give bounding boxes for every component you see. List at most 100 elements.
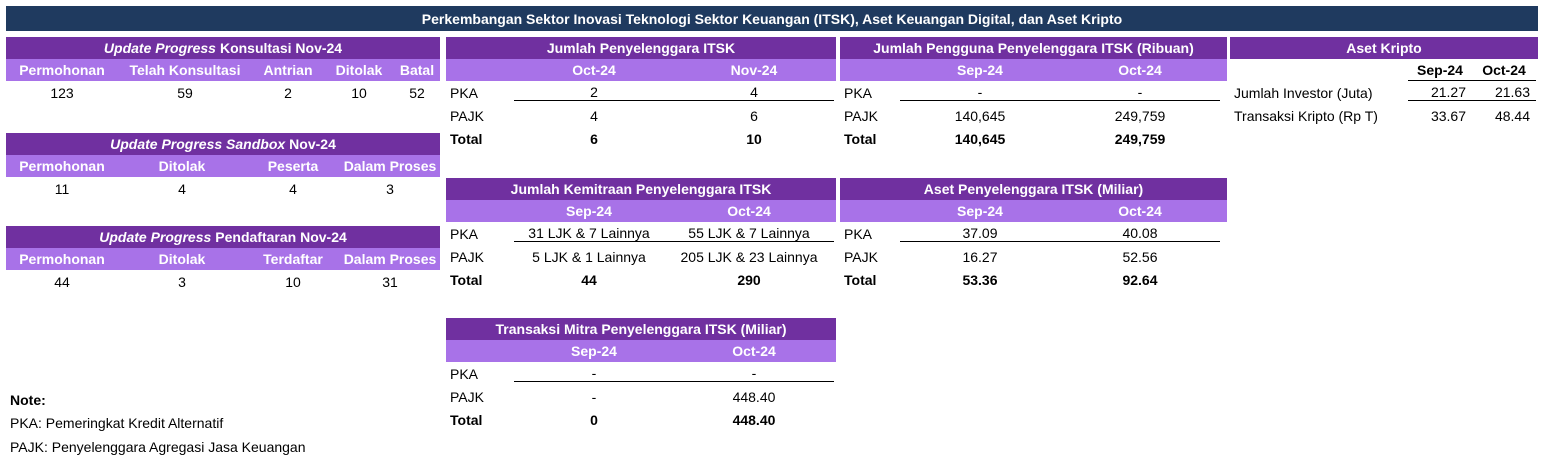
value-cell: 59: [177, 84, 193, 101]
pendaftaran-header: Update Progress Pendaftaran Nov-24: [6, 226, 440, 248]
value-cell: 52.56: [1122, 248, 1158, 265]
pendaftaran-header-italic: Update Progress: [99, 229, 212, 245]
col-header: Antrian: [263, 62, 313, 78]
col-header: Oct-24: [727, 203, 771, 219]
value-cell: 53.36: [962, 271, 998, 288]
page-title: Perkembangan Sektor Inovasi Teknologi Se…: [6, 6, 1538, 31]
col-header: Oct-24: [1118, 62, 1162, 78]
value-cell: -: [591, 388, 597, 405]
table-row-total: Total 44 290: [446, 268, 836, 291]
value-cell: 10: [746, 130, 762, 147]
value-cell: 249,759: [1114, 130, 1166, 147]
kemitraan-panel: Jumlah Kemitraan Penyelenggara ITSK Sep-…: [446, 178, 836, 291]
value-cell: 6: [590, 130, 598, 147]
row-label: PKA: [450, 225, 479, 242]
kemitraan-header: Jumlah Kemitraan Penyelenggara ITSK: [446, 178, 836, 200]
value-cell: 448.40: [732, 388, 776, 405]
value-cell: 249,759: [1114, 107, 1166, 124]
table-row: PAJK 140,645 249,759: [840, 104, 1227, 127]
value-cell: 2: [514, 84, 674, 101]
table-row-total: Total 0 448.40: [446, 408, 836, 431]
col-header: Permohonan: [19, 251, 105, 267]
table-row: PKA 37.09 40.08: [840, 222, 1227, 245]
table-row: PKA - -: [446, 362, 836, 385]
col-header: Ditolak: [335, 62, 383, 78]
col-header: Telah Konsultasi: [129, 62, 241, 78]
aset-penyelenggara-panel: Aset Penyelenggara ITSK (Miliar) Sep-24 …: [840, 178, 1227, 291]
row-label: PAJK: [844, 248, 878, 265]
sandbox-header-rest: Nov-24: [289, 136, 336, 152]
row-label: Total: [450, 271, 483, 288]
pendaftaran-panel: Update Progress Pendaftaran Nov-24 Permo…: [6, 226, 440, 293]
transaksi-mitra-col-headers: Sep-24 Oct-24: [446, 340, 836, 362]
aset-penyelenggara-header: Aset Penyelenggara ITSK (Miliar): [840, 178, 1227, 200]
pendaftaran-values-row: 44 3 10 31: [6, 270, 440, 293]
value-cell: 205 LJK & 23 Lainnya: [680, 248, 818, 265]
sandbox-col-headers: Permohonan Ditolak Peserta Dalam Proses: [6, 155, 440, 177]
table-row: PAJK - 448.40: [446, 385, 836, 408]
col-header: Sep-24: [1408, 60, 1472, 81]
row-label: PKA: [844, 84, 873, 101]
col-header: Permohonan: [19, 62, 105, 78]
value-cell: 16.27: [962, 248, 998, 265]
note-line: PAJK: Penyelenggara Agregasi Jasa Keuang…: [10, 439, 306, 455]
value-cell: 140,645: [954, 130, 1006, 147]
aset-kripto-panel: Aset Kripto Sep-24 Oct-24 Jumlah Investo…: [1230, 37, 1538, 127]
table-row: PAJK 4 6: [446, 104, 836, 127]
table-row-total: Total 6 10: [446, 127, 836, 150]
value-cell: 44: [581, 271, 597, 288]
row-label: PAJK: [450, 388, 484, 405]
table-row: PKA 2 4: [446, 81, 836, 104]
col-header: Sep-24: [957, 62, 1003, 78]
value-cell: 10: [351, 84, 367, 101]
col-header: Dalam Proses: [343, 158, 437, 174]
row-label: PKA: [450, 84, 479, 101]
note-line: PKA: Pemeringkat Kredit Alternatif: [10, 415, 224, 431]
col-header: Dalam Proses: [343, 251, 437, 267]
table-row: Jumlah Investor (Juta) 21.27 21.63: [1230, 81, 1538, 104]
value-cell: 3: [386, 180, 394, 197]
col-header: Sep-24: [957, 203, 1003, 219]
value-cell: 21.63: [1472, 84, 1536, 101]
value-cell: -: [1060, 84, 1220, 101]
value-cell: 4: [674, 84, 834, 101]
row-label: PAJK: [450, 248, 484, 265]
konsultasi-values-row: 123 59 2 10 52: [6, 81, 440, 104]
table-row: PKA - -: [840, 81, 1227, 104]
value-cell: -: [674, 365, 834, 382]
sandbox-values-row: 11 4 4 3: [6, 177, 440, 200]
aset-penyelenggara-col-headers: Sep-24 Oct-24: [840, 200, 1227, 222]
transaksi-mitra-panel: Transaksi Mitra Penyelenggara ITSK (Mili…: [446, 318, 836, 431]
col-header: Ditolak: [158, 251, 206, 267]
jumlah-penyelenggara-header: Jumlah Penyelenggara ITSK: [446, 37, 836, 59]
konsultasi-col-headers: Permohonan Telah Konsultasi Antrian Dito…: [6, 59, 440, 81]
value-cell: 6: [750, 107, 758, 124]
row-label: Transaksi Kripto (Rp T): [1234, 107, 1378, 124]
col-header: Batal: [399, 62, 435, 78]
value-cell: 123: [50, 84, 74, 101]
aset-kripto-header: Aset Kripto: [1230, 37, 1538, 59]
value-cell: 48.44: [1494, 107, 1530, 124]
value-cell: 21.27: [1408, 84, 1472, 101]
jumlah-pengguna-panel: Jumlah Pengguna Penyelenggara ITSK (Ribu…: [840, 37, 1227, 150]
konsultasi-header: Update Progress Konsultasi Nov-24: [6, 37, 440, 59]
note-heading: Note:: [10, 392, 46, 408]
value-cell: 5 LJK & 1 Lainnya: [532, 248, 646, 265]
col-header: Permohonan: [19, 158, 105, 174]
sandbox-header-italic: Update Progress Sandbox: [110, 136, 286, 152]
col-header: Sep-24: [571, 343, 617, 359]
col-header: Sep-24: [566, 203, 612, 219]
value-cell: 40.08: [1060, 225, 1220, 242]
value-cell: 92.64: [1122, 271, 1158, 288]
pendaftaran-header-rest: Pendaftaran Nov-24: [215, 229, 347, 245]
sandbox-panel: Update Progress Sandbox Nov-24 Permohona…: [6, 133, 440, 200]
value-cell: 448.40: [732, 411, 776, 428]
row-label: Total: [844, 130, 877, 147]
value-cell: 55 LJK & 7 Lainnya: [664, 225, 834, 242]
aset-kripto-col-headers: Sep-24 Oct-24: [1230, 59, 1538, 81]
kemitraan-col-headers: Sep-24 Oct-24: [446, 200, 836, 222]
row-label: Total: [450, 130, 483, 147]
value-cell: 3: [178, 273, 186, 290]
row-label: Jumlah Investor (Juta): [1234, 84, 1373, 101]
table-row-total: Total 53.36 92.64: [840, 268, 1227, 291]
